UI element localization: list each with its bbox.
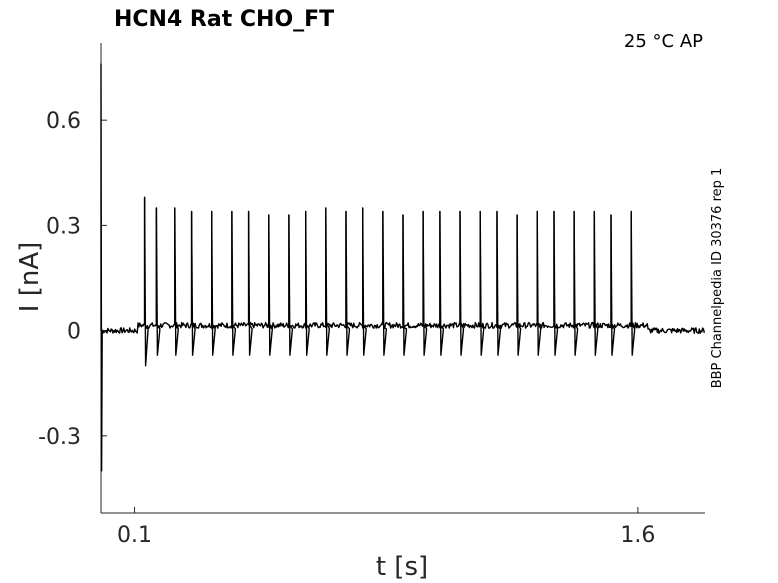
y-axis-label: I [nA] xyxy=(15,242,45,312)
chart-title: HCN4 Rat CHO_FT xyxy=(114,7,334,32)
x-ticks: 0.1 1.6 xyxy=(117,507,655,548)
y-tick-label: 0 xyxy=(67,320,81,345)
x-tick-label: 1.6 xyxy=(620,523,655,548)
y-tick-label: 0.3 xyxy=(46,214,81,239)
trace-layer xyxy=(100,63,705,472)
source-id-label: BBP Channelpedia ID 30376 rep 1 xyxy=(710,168,725,389)
y-tick-label: 0.6 xyxy=(46,109,81,134)
x-tick-label: 0.1 xyxy=(117,523,152,548)
current-trace xyxy=(100,63,705,472)
y-ticks: 0.6 0.3 0 -0.3 xyxy=(38,109,107,450)
x-axis-label: t [s] xyxy=(376,552,428,582)
condition-annotation: 25 °C AP xyxy=(624,31,703,52)
y-tick-label: -0.3 xyxy=(38,425,81,450)
